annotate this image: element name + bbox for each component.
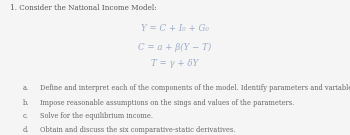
Text: Impose reasonable assumptions on the sings and values of the parameters.: Impose reasonable assumptions on the sin… (40, 99, 294, 107)
Text: Y = C + I₀ + G₀: Y = C + I₀ + G₀ (141, 24, 209, 33)
Text: Define and interpret each of the components of the model. Identify parameters an: Define and interpret each of the compone… (40, 84, 350, 92)
Text: Obtain and discuss the six comparative-static derivatives.: Obtain and discuss the six comparative-s… (40, 126, 236, 134)
Text: Solve for the equilibrium income.: Solve for the equilibrium income. (40, 112, 153, 120)
Text: c.: c. (23, 112, 29, 120)
Text: d.: d. (23, 126, 29, 134)
Text: a.: a. (23, 84, 29, 92)
Text: T = γ + δY: T = γ + δY (151, 59, 199, 68)
Text: 1. Consider the National Income Model:: 1. Consider the National Income Model: (10, 4, 157, 12)
Text: C = a + β(Y − T): C = a + β(Y − T) (138, 43, 212, 52)
Text: b.: b. (23, 99, 29, 107)
